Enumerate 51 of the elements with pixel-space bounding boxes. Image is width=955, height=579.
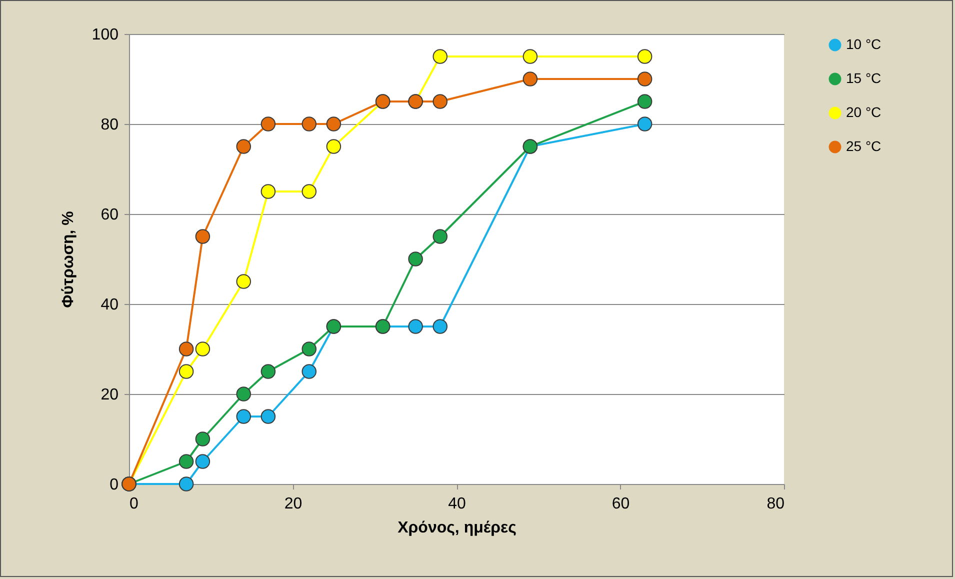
y-tick-label: 60 — [100, 206, 119, 224]
point — [432, 319, 448, 334]
point — [302, 364, 317, 379]
y-tick-label: 80 — [100, 116, 119, 134]
point — [302, 116, 317, 132]
y-tick-label: 0 — [110, 476, 119, 494]
point — [432, 49, 448, 64]
point — [637, 49, 652, 64]
y-axis-title: Φύτρωση, % — [60, 211, 77, 308]
point — [302, 342, 317, 356]
y-tick-label: 100 — [92, 26, 119, 44]
point — [236, 409, 252, 424]
point — [260, 364, 276, 379]
point — [302, 184, 317, 199]
point — [260, 116, 276, 132]
legend-label: 25 °C — [846, 138, 882, 154]
point — [178, 342, 194, 356]
point — [178, 476, 194, 492]
x-tick-label: 60 — [612, 496, 630, 512]
point — [408, 319, 423, 334]
x-axis-title: Χρόνος, ημέρες — [398, 520, 516, 536]
point — [178, 454, 194, 469]
point — [195, 432, 210, 446]
point — [326, 116, 342, 132]
point — [637, 94, 652, 109]
y-tick-label: 20 — [100, 386, 119, 404]
point — [408, 252, 423, 266]
point — [195, 454, 210, 469]
point — [195, 342, 210, 356]
point — [195, 229, 210, 244]
legend-label: 15 °C — [846, 70, 882, 86]
x-tick-label: 80 — [766, 496, 785, 512]
legend-label: 10 °C — [846, 36, 882, 52]
point — [236, 386, 252, 402]
x-tick-label: 40 — [448, 496, 466, 512]
x-tick-label: 0 — [130, 496, 138, 512]
point — [260, 409, 276, 424]
x-tick-label: 20 — [284, 496, 302, 512]
point — [260, 184, 276, 199]
point — [522, 72, 538, 86]
y-tick-label: 40 — [100, 296, 119, 314]
point — [236, 274, 252, 289]
point — [432, 229, 448, 244]
point — [637, 72, 652, 86]
point — [432, 94, 448, 109]
point — [178, 364, 194, 379]
point — [236, 139, 252, 154]
point — [637, 116, 652, 132]
point — [326, 139, 342, 154]
legend-label: 20 °C — [846, 104, 882, 120]
point — [522, 49, 538, 64]
